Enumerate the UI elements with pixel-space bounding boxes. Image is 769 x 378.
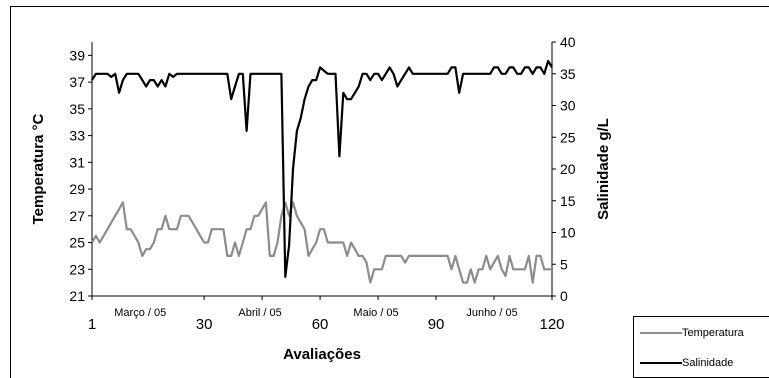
x-tick-label: 30: [196, 316, 213, 333]
y-right-tick-label: 30: [560, 98, 576, 114]
y-right-tick-label: 5: [560, 256, 568, 272]
chart-frame: [10, 6, 769, 378]
legend-item-salinidade: Salinidade: [634, 355, 733, 371]
x-month-label: Março / 05: [114, 307, 166, 319]
y-right-tick-label: 25: [560, 129, 576, 145]
x-month-label: Junho / 05: [466, 307, 517, 319]
y-left-tick-label: 37: [69, 74, 85, 90]
y-right-tick-label: 40: [560, 34, 576, 50]
y-left-tick-label: 21: [69, 288, 85, 304]
y-left-tick-label: 35: [69, 101, 85, 117]
y-right-axis-title: Salinidade g/L: [595, 118, 612, 220]
x-axis-title: Avaliações: [283, 346, 361, 363]
series-line-salinidade: [91, 59, 553, 278]
legend: Temperatura Salinidade: [633, 316, 769, 378]
x-tick-label: 90: [428, 316, 445, 333]
legend-swatch-temperatura: [640, 332, 682, 334]
y-left-tick-label: 31: [69, 154, 85, 170]
y-left-axis-title: Temperatura °C: [30, 113, 47, 224]
series-line-temperatura: [91, 201, 552, 284]
y-right-tick-label: 15: [560, 193, 576, 209]
y-left-tick-label: 27: [69, 208, 85, 224]
y-left-tick-label: 33: [69, 128, 85, 144]
x-tick-label: 120: [539, 316, 564, 333]
y-right-tick-label: 20: [560, 161, 576, 177]
y-right-tick-label: 10: [560, 225, 576, 241]
y-left-tick-label: 29: [69, 181, 85, 197]
y-right-tick-label: 35: [560, 66, 576, 82]
legend-item-temperatura: Temperatura: [634, 325, 744, 341]
x-tick-label: 60: [312, 316, 329, 333]
x-month-label: Maio / 05: [353, 307, 398, 319]
legend-label-salinidade: Salinidade: [682, 357, 734, 369]
legend-swatch-salinidade: [640, 362, 682, 364]
y-right-tick-label: 0: [560, 288, 568, 304]
y-left-tick-label: 25: [69, 235, 85, 251]
y-left-tick-label: 23: [69, 261, 85, 277]
x-tick-label: 1: [88, 316, 96, 333]
x-month-label: Abril / 05: [238, 307, 281, 319]
y-left-tick-label: 39: [69, 47, 85, 63]
legend-label-temperatura: Temperatura: [682, 327, 744, 339]
